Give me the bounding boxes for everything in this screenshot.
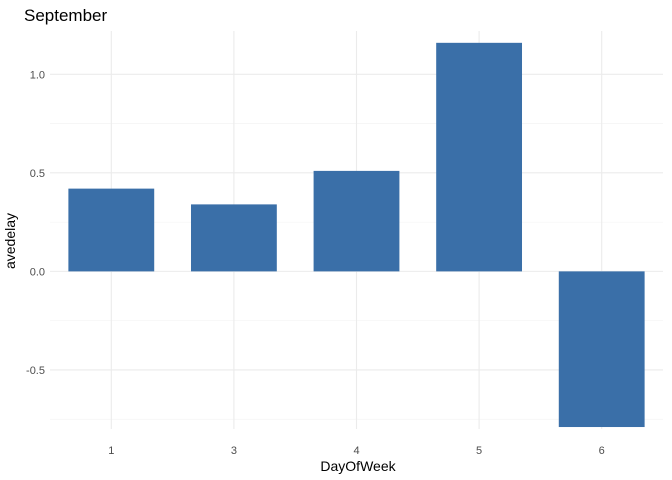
bar-3 <box>190 204 277 272</box>
x-axis: 1 3 4 5 6 <box>108 445 605 457</box>
bar-5 <box>436 42 523 272</box>
chart-title: September <box>24 6 107 25</box>
bar-1 <box>68 188 155 272</box>
y-tick-label: 0.0 <box>30 266 45 278</box>
bars <box>68 42 645 428</box>
x-tick-label: 5 <box>476 445 482 457</box>
x-tick-label: 3 <box>231 445 237 457</box>
y-tick-label: 0.5 <box>30 168 45 180</box>
x-tick-label: 6 <box>599 445 605 457</box>
x-tick-label: 1 <box>108 445 114 457</box>
bar-4 <box>313 170 400 272</box>
x-tick-label: 4 <box>353 445 359 457</box>
y-axis: -0.5 0.0 0.5 1.0 <box>26 69 45 377</box>
y-tick-label: 1.0 <box>30 69 45 81</box>
x-axis-title: DayOfWeek <box>320 458 396 474</box>
y-axis-title: avedelay <box>2 213 18 269</box>
y-tick-label: -0.5 <box>26 365 45 377</box>
bar-6 <box>558 271 645 428</box>
